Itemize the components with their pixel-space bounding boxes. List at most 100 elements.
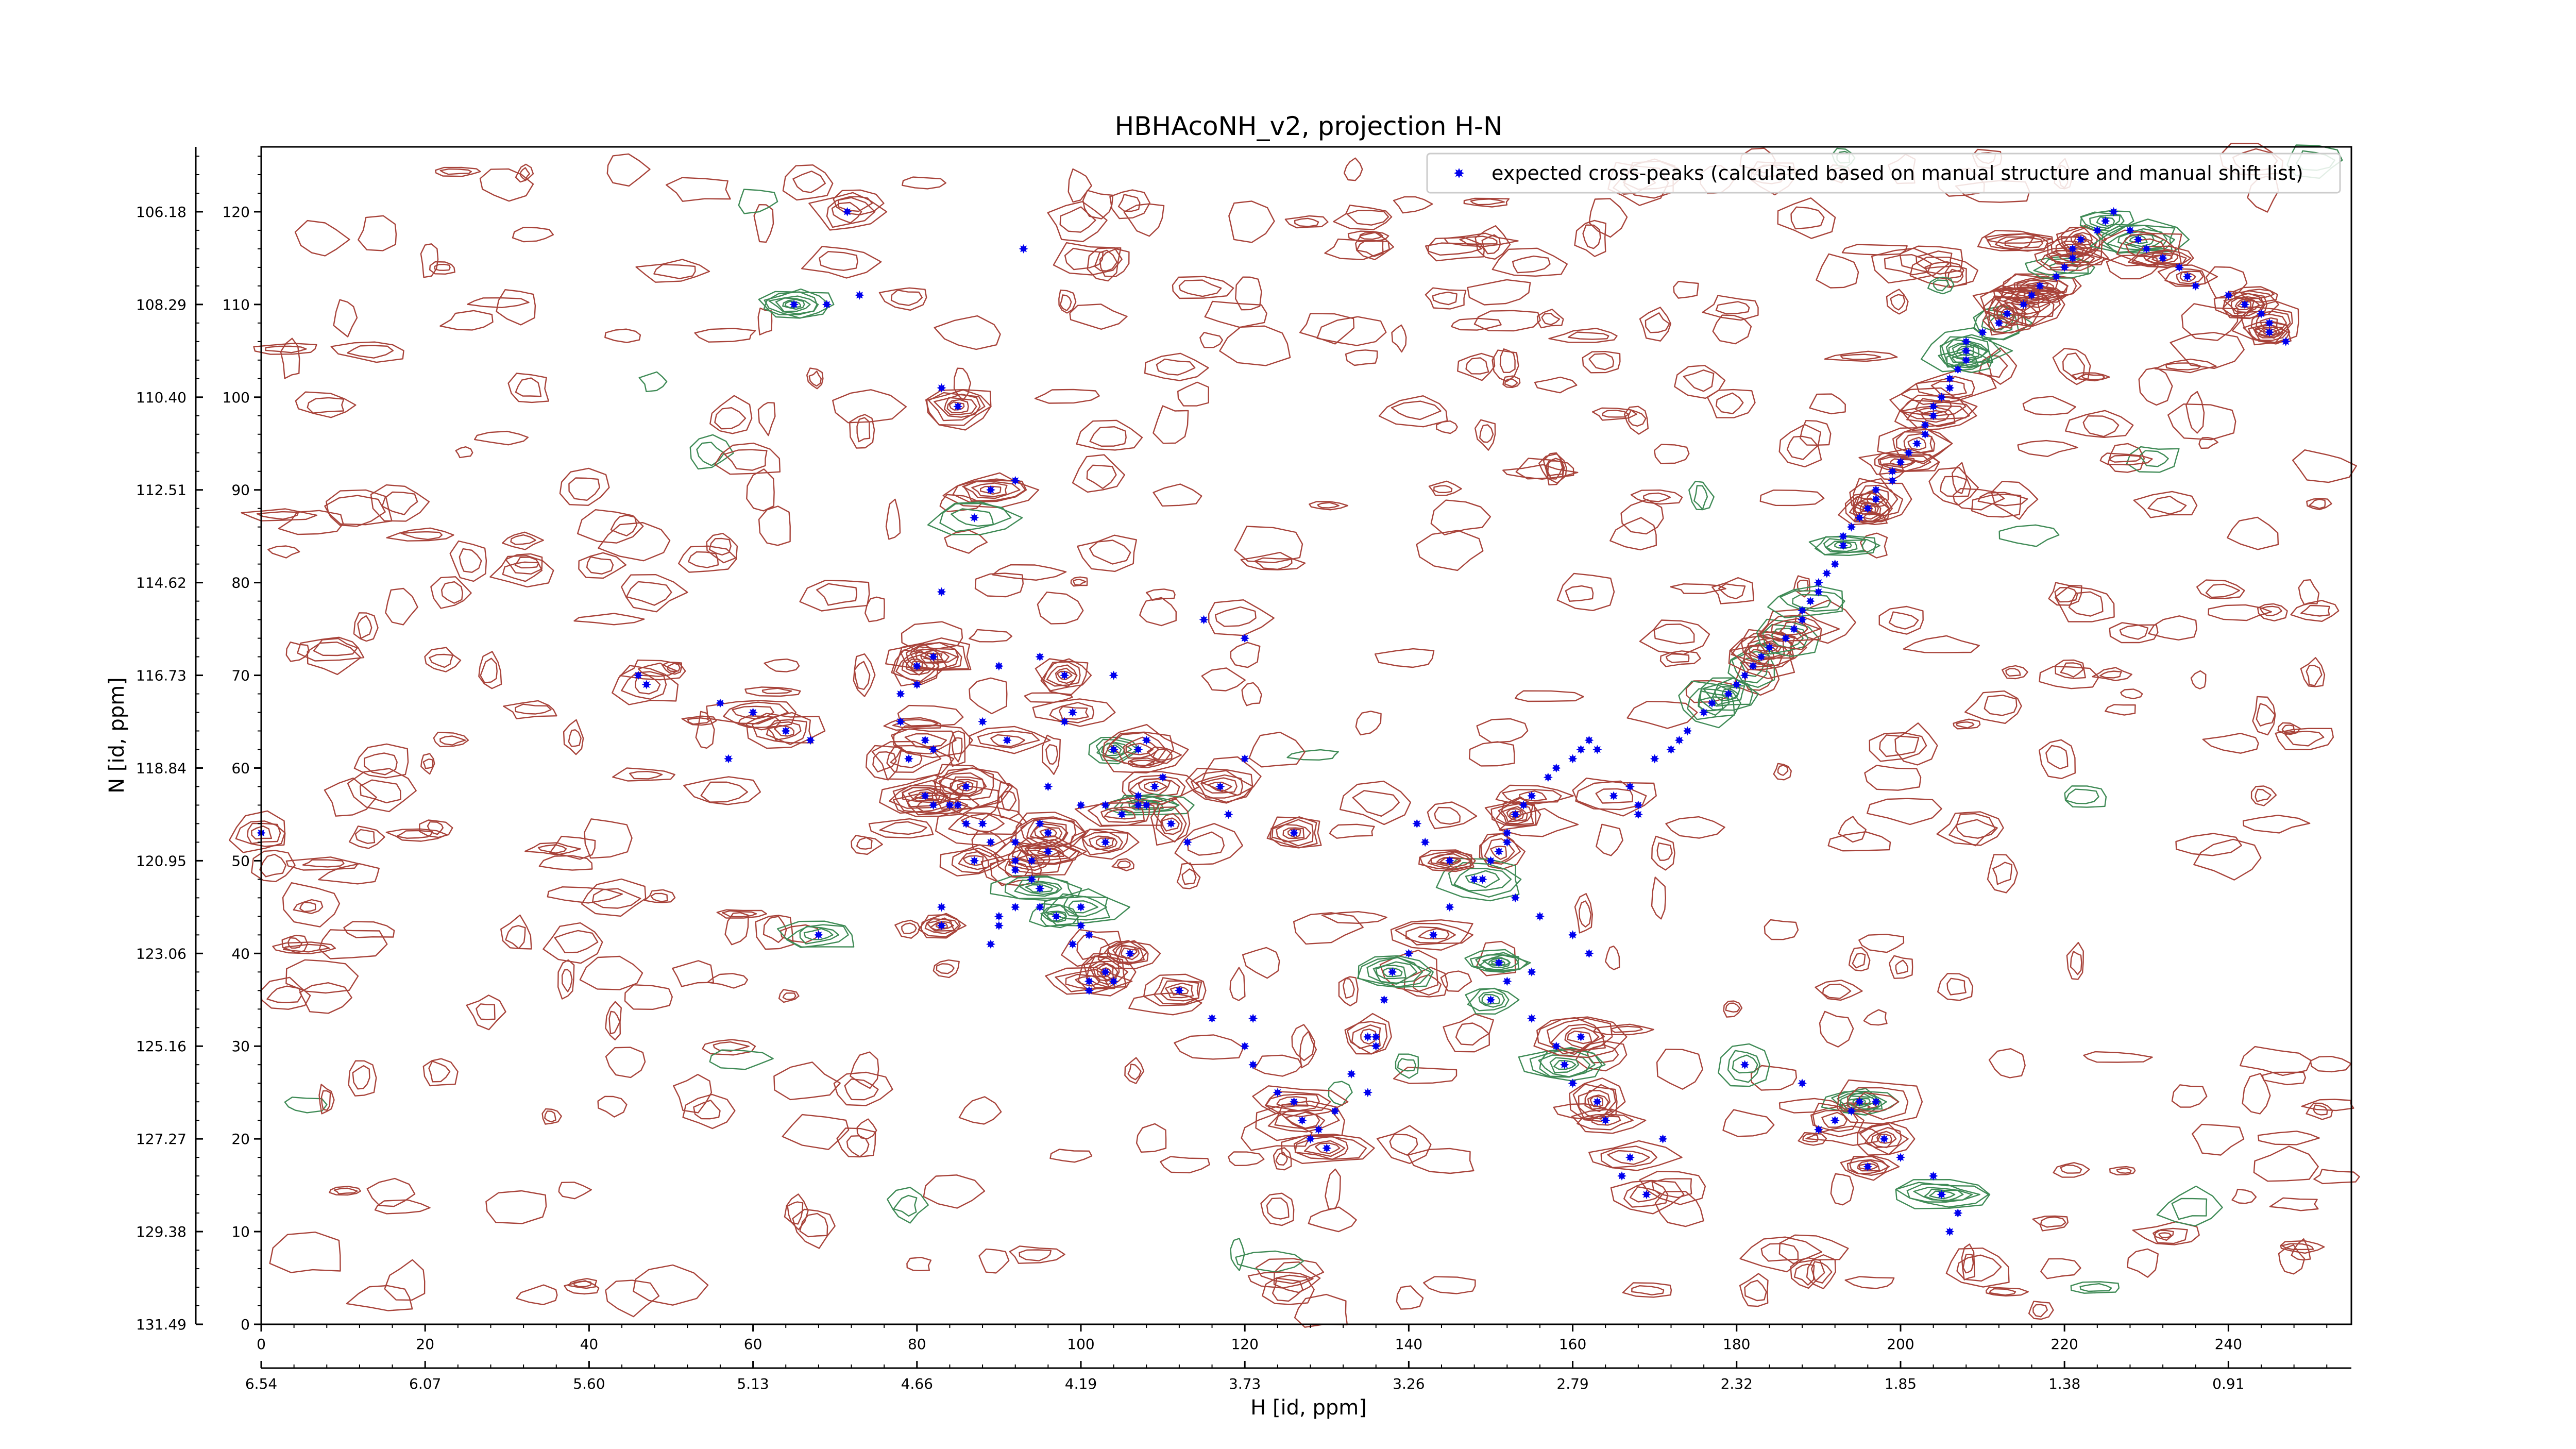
contour-blob <box>538 855 593 871</box>
contour-line <box>1889 387 1978 420</box>
contour-line <box>969 726 1051 754</box>
contour-blob <box>1837 1079 1923 1125</box>
contour-blob <box>1219 325 1291 366</box>
contour-line <box>1240 551 1306 571</box>
contour-line <box>1063 896 1108 917</box>
contour-line <box>357 615 372 639</box>
contour-blob <box>1764 919 1799 940</box>
peak-marker <box>1846 522 1856 532</box>
contour-line <box>606 153 651 187</box>
contour-line <box>1481 993 1501 1005</box>
peak-marker <box>1445 902 1454 912</box>
contour-blob <box>2156 1185 2223 1227</box>
contour-blob <box>1945 1247 2010 1288</box>
contour-line <box>1906 407 1956 428</box>
contour-line <box>1355 711 1382 736</box>
contour-line <box>427 821 444 835</box>
contour-line <box>716 909 767 919</box>
contour-line <box>706 700 796 731</box>
contour-line <box>1802 1133 1819 1143</box>
contour-blob <box>1712 314 1752 345</box>
contour-blob <box>1067 168 1092 203</box>
contour-line <box>1906 1183 1980 1203</box>
contour-blob <box>2040 1258 2081 1279</box>
contour-line <box>1639 1171 1706 1205</box>
contour-line <box>773 1062 841 1101</box>
contour-blob <box>1172 276 1234 299</box>
contour-line <box>1015 812 1087 857</box>
contour-blob <box>1428 480 1462 496</box>
contour-blob <box>2153 1229 2174 1241</box>
peak-marker <box>1166 819 1176 829</box>
contour-line <box>2119 624 2149 640</box>
contour-blob <box>1502 375 1521 389</box>
contour-line <box>1465 870 1500 888</box>
contour-blob <box>1492 247 1568 277</box>
contour-line <box>1187 831 1225 856</box>
contour-line <box>1952 462 1968 494</box>
peak-marker <box>1846 1106 1856 1116</box>
contour-line <box>1607 1150 1650 1165</box>
contour-blob <box>598 522 671 562</box>
contour-blob <box>1339 780 1412 825</box>
contour-line <box>1864 765 1922 791</box>
contour-blob <box>1816 253 1859 289</box>
contour-line <box>2190 670 2207 689</box>
contour-line <box>1476 940 1516 976</box>
contour-line <box>856 1118 877 1140</box>
contour-blob <box>1316 316 1387 346</box>
contour-blob <box>1035 658 1092 697</box>
contour-blob <box>1435 857 1522 902</box>
peak-marker <box>1142 735 1151 745</box>
peak-marker <box>806 735 815 745</box>
peak-layer <box>257 207 2291 1237</box>
contour-line <box>1964 690 2022 724</box>
contour-blob <box>324 495 386 527</box>
contour-line <box>1989 1288 2016 1296</box>
contour-blob <box>1248 731 1306 768</box>
contour-line <box>2065 788 2099 804</box>
contour-line <box>732 705 775 720</box>
contour-line <box>429 261 455 275</box>
peak-marker <box>945 800 955 810</box>
contour-line <box>1143 973 1207 1006</box>
peak-marker <box>1035 819 1045 829</box>
contour-line <box>1299 313 1355 345</box>
contour-blob <box>2242 1073 2271 1115</box>
contour-blob <box>284 1097 328 1114</box>
contour-line <box>285 641 310 662</box>
contour-line <box>265 345 307 353</box>
contour-blob <box>621 574 688 613</box>
contour-line <box>503 700 557 719</box>
contour-line <box>942 472 1040 509</box>
contour-line <box>1032 698 1116 727</box>
contour-line <box>1072 454 1126 493</box>
contour-line <box>1465 988 1520 1015</box>
contour-line <box>1623 406 1649 435</box>
contour-line <box>489 555 554 588</box>
contour-blob <box>353 743 409 779</box>
contour-blob <box>2202 732 2259 754</box>
contour-blob <box>1900 369 1997 405</box>
peak-marker <box>1576 1032 1586 1042</box>
peak-marker <box>2158 253 2168 263</box>
contour-line <box>1715 392 1744 414</box>
contour-line <box>324 777 377 817</box>
contour-line <box>515 703 552 715</box>
peak-marker <box>1371 1032 1381 1042</box>
legend: expected cross-peaks (calculated based o… <box>1426 153 2341 194</box>
contour-line <box>1474 419 1496 451</box>
contour-blob <box>563 719 584 755</box>
contour-blob <box>1665 816 1725 839</box>
contour-line <box>1952 344 1980 359</box>
peak-marker <box>1052 912 1061 921</box>
contour-blob <box>1556 572 1615 612</box>
contour-line <box>923 1174 986 1209</box>
contour-line <box>1425 287 1467 310</box>
contour-blob <box>1255 1258 1325 1285</box>
contour-blob <box>849 414 875 449</box>
contour-line <box>1840 353 1882 360</box>
contour-blob <box>801 246 882 279</box>
contour-blob <box>1759 490 1825 507</box>
contour-line <box>1750 1065 1798 1091</box>
